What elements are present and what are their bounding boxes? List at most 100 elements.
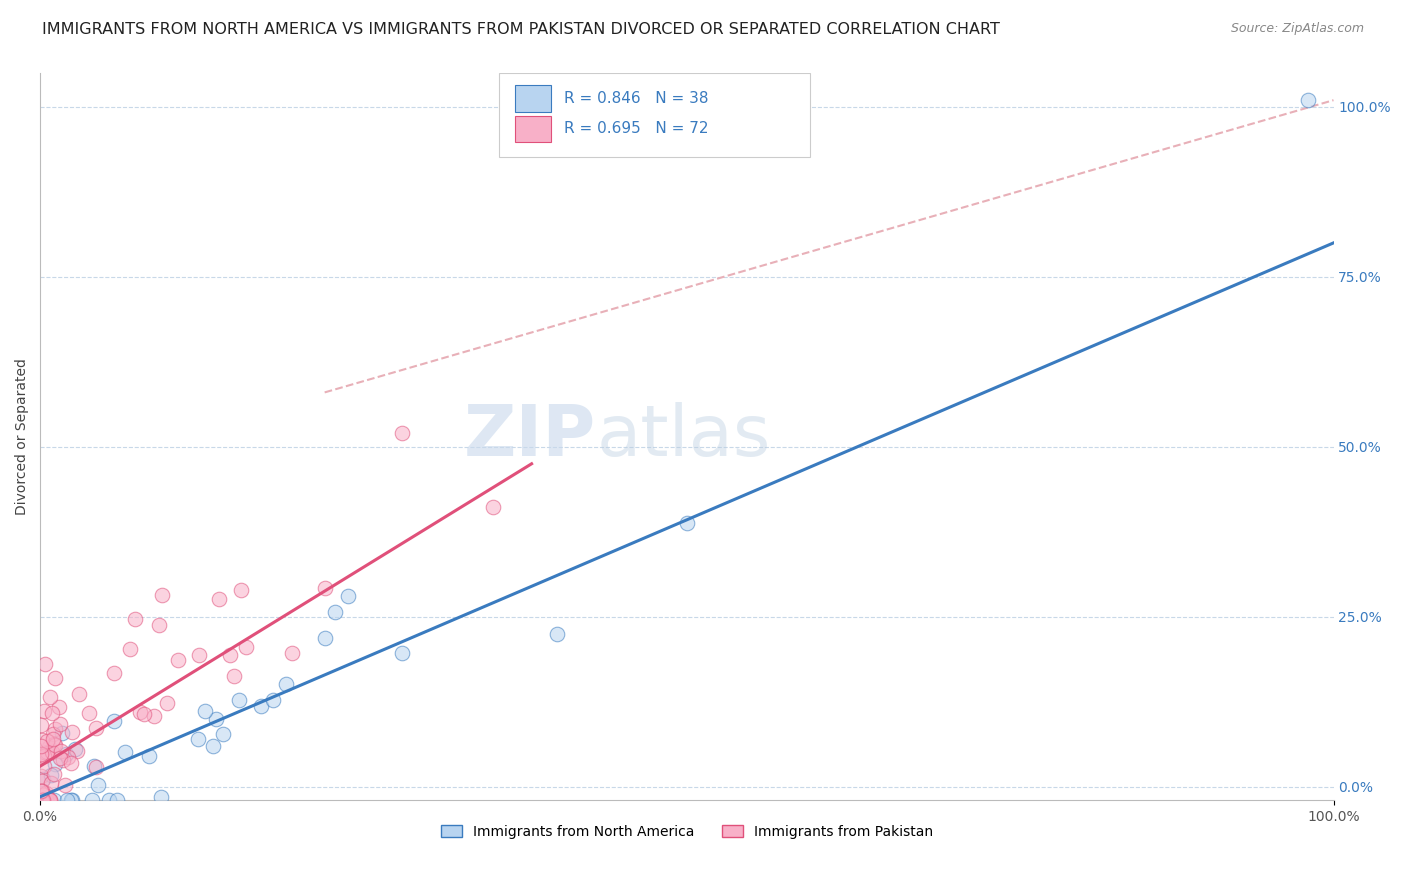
Point bbox=[32, 772, 55, 786]
Point bbox=[41, 727, 63, 741]
Point bbox=[546, 626, 568, 640]
Point bbox=[56, 793, 79, 807]
Point bbox=[34, 748, 56, 763]
Point bbox=[52, 753, 75, 767]
Text: R = 0.846   N = 38: R = 0.846 N = 38 bbox=[564, 91, 709, 106]
Point bbox=[675, 516, 697, 530]
Point bbox=[38, 793, 60, 807]
Point bbox=[35, 734, 58, 748]
Point bbox=[38, 793, 60, 807]
Text: ZIP: ZIP bbox=[464, 402, 596, 471]
Point bbox=[60, 756, 83, 770]
Point bbox=[35, 746, 58, 760]
Point bbox=[37, 793, 59, 807]
Point bbox=[1296, 93, 1319, 107]
Point bbox=[39, 793, 62, 807]
Point bbox=[187, 648, 209, 663]
Point bbox=[67, 687, 90, 701]
Point bbox=[30, 784, 52, 798]
Point bbox=[32, 758, 55, 772]
Point bbox=[44, 671, 66, 685]
FancyBboxPatch shape bbox=[515, 86, 551, 112]
Point bbox=[60, 793, 83, 807]
Point bbox=[30, 793, 52, 807]
Point bbox=[49, 751, 72, 765]
Point bbox=[156, 696, 179, 710]
Point bbox=[118, 642, 141, 657]
Point bbox=[224, 669, 246, 683]
Point bbox=[66, 744, 89, 758]
Legend: Immigrants from North America, Immigrants from Pakistan: Immigrants from North America, Immigrant… bbox=[436, 819, 938, 844]
Point bbox=[32, 704, 55, 718]
Point bbox=[30, 747, 52, 761]
Point bbox=[39, 775, 62, 789]
Point bbox=[138, 748, 160, 763]
Point bbox=[83, 759, 105, 773]
Point bbox=[34, 786, 56, 800]
Point bbox=[187, 731, 209, 746]
Point bbox=[229, 582, 252, 597]
Text: R = 0.695   N = 72: R = 0.695 N = 72 bbox=[564, 121, 709, 136]
Point bbox=[314, 581, 336, 595]
Point bbox=[42, 737, 65, 751]
Point bbox=[56, 749, 79, 764]
Point bbox=[35, 793, 58, 807]
Point bbox=[51, 744, 73, 758]
Point bbox=[204, 712, 226, 726]
Point bbox=[194, 704, 217, 718]
Point bbox=[32, 793, 55, 807]
Point bbox=[84, 760, 107, 774]
Point bbox=[34, 657, 56, 671]
Point bbox=[30, 769, 52, 783]
Point bbox=[53, 778, 76, 792]
Point bbox=[44, 739, 66, 753]
Text: atlas: atlas bbox=[596, 402, 770, 471]
Point bbox=[150, 790, 173, 805]
Point bbox=[114, 745, 136, 759]
Point bbox=[152, 588, 174, 602]
Point bbox=[39, 793, 62, 807]
Point bbox=[55, 747, 77, 761]
Point bbox=[32, 793, 55, 807]
Point bbox=[391, 426, 413, 441]
Point bbox=[31, 793, 53, 807]
Text: IMMIGRANTS FROM NORTH AMERICA VS IMMIGRANTS FROM PAKISTAN DIVORCED OR SEPARATED : IMMIGRANTS FROM NORTH AMERICA VS IMMIGRA… bbox=[42, 22, 1000, 37]
Point bbox=[219, 648, 242, 662]
Point bbox=[41, 706, 63, 720]
Text: Source: ZipAtlas.com: Source: ZipAtlas.com bbox=[1230, 22, 1364, 36]
Point bbox=[38, 739, 60, 754]
Point bbox=[274, 677, 297, 691]
Point bbox=[103, 714, 125, 728]
Point bbox=[148, 618, 170, 632]
Point bbox=[30, 739, 52, 753]
Point bbox=[166, 653, 188, 667]
Point bbox=[31, 773, 53, 788]
Point bbox=[323, 605, 346, 619]
Point bbox=[31, 784, 53, 798]
Point bbox=[336, 589, 359, 603]
Point bbox=[39, 768, 62, 782]
Point bbox=[103, 666, 125, 681]
Point bbox=[60, 793, 83, 807]
Point bbox=[32, 793, 55, 807]
Point bbox=[48, 700, 70, 714]
Point bbox=[212, 727, 235, 741]
Point bbox=[30, 718, 52, 732]
Point bbox=[87, 778, 110, 792]
Point bbox=[235, 640, 257, 654]
Point bbox=[44, 757, 66, 772]
Point bbox=[38, 690, 60, 705]
Point bbox=[77, 706, 100, 720]
Point bbox=[44, 723, 66, 737]
Point bbox=[228, 692, 250, 706]
FancyBboxPatch shape bbox=[515, 116, 551, 142]
Point bbox=[37, 745, 59, 759]
Point bbox=[132, 707, 155, 722]
Point bbox=[86, 721, 108, 735]
Point bbox=[30, 793, 52, 807]
Point bbox=[391, 646, 413, 660]
Point bbox=[60, 725, 83, 739]
Point bbox=[314, 632, 336, 646]
FancyBboxPatch shape bbox=[499, 73, 810, 157]
Point bbox=[249, 699, 271, 714]
